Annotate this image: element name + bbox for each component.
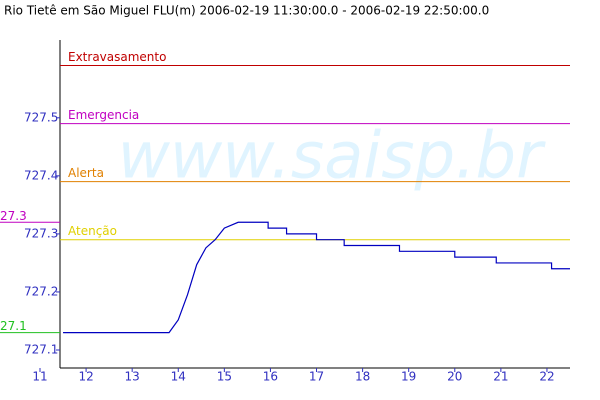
x-tick-label: 13 xyxy=(125,370,140,384)
y-tick-label: 727.4 xyxy=(24,168,58,182)
x-tick-label: 20 xyxy=(447,370,462,384)
x-tick-label: 18 xyxy=(355,370,370,384)
x-tick-label: 11 xyxy=(32,370,47,384)
y-tick-label: 727.2 xyxy=(24,284,58,298)
x-tick-label: 16 xyxy=(263,370,278,384)
threshold-label: Extravasamento xyxy=(68,50,166,64)
x-tick-label: 21 xyxy=(493,370,508,384)
extreme-label: 27.1 xyxy=(0,319,27,333)
x-tick-label: 19 xyxy=(401,370,416,384)
data-line xyxy=(63,221,570,334)
chart-title: Rio Tietê em São Miguel FLU(m) 2006-02-1… xyxy=(4,4,489,18)
extreme-label: 27.3 xyxy=(0,209,27,223)
y-tick-label: 727.1 xyxy=(24,343,58,357)
threshold-label: Emergencia xyxy=(68,108,139,122)
y-tick-label: 727.3 xyxy=(24,226,58,240)
x-tick-label: 17 xyxy=(309,370,324,384)
threshold-label: Atenção xyxy=(68,224,117,238)
y-tick-label: 727.5 xyxy=(24,110,58,124)
watermark: www.saisp.br xyxy=(118,120,547,194)
x-tick-label: 12 xyxy=(78,370,93,384)
x-tick-label: 22 xyxy=(539,370,554,384)
x-tick-label: 15 xyxy=(217,370,232,384)
x-tick-label: 14 xyxy=(171,370,186,384)
threshold-label: Alerta xyxy=(68,166,104,180)
